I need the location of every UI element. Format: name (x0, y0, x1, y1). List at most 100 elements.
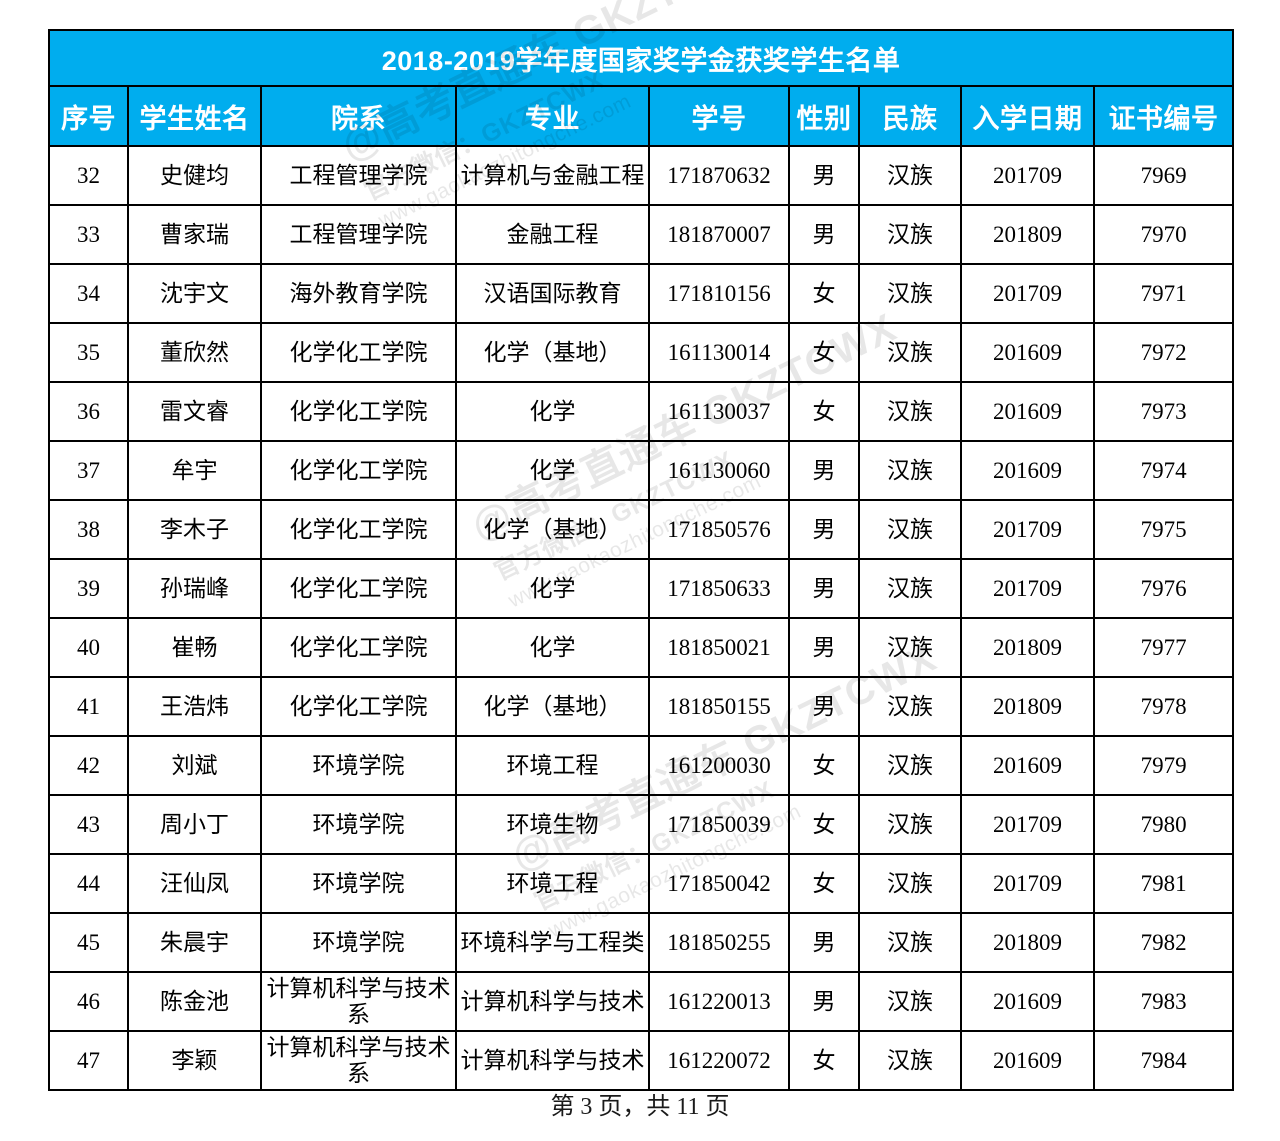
cell-no: 39 (48, 558, 129, 619)
table-row[interactable]: 43 周小丁 环境学院 环境生物 171850039 女汉族 201709 7980 (48, 794, 1235, 855)
table-title-row: 2018-2019学年度国家奖学金获奖学生名单 (47, 29, 1235, 87)
cell-dept: 工程管理学院 (260, 204, 457, 265)
cell-sid: 171810156 (648, 263, 790, 324)
cell-major: 汉语国际教育 (455, 263, 650, 324)
cell-sid: 161200030 (648, 735, 790, 796)
cell-major: 环境工程 (455, 735, 650, 796)
cell-sid: 161220013 (648, 971, 790, 1032)
cell-ethnic: 汉族 (858, 794, 962, 855)
table-row[interactable]: 37 牟宇 化学化工学院 化学 161130060 男汉族 201609 7974 (48, 440, 1235, 501)
cell-dept: 化学化工学院 (260, 499, 457, 560)
cell-gender: 女 (788, 1030, 860, 1091)
table-row[interactable]: 35 董欣然 化学化工学院 化学（基地） 161130014 女汉族 201609 7972 (48, 322, 1235, 383)
cell-no: 41 (48, 676, 129, 737)
cell-no: 42 (48, 735, 129, 796)
cell-cert: 7974 (1092, 440, 1235, 501)
cell-cert: 7984 (1092, 1030, 1235, 1091)
cell-cert: 7972 (1092, 322, 1235, 383)
cell-sid: 171850633 (648, 558, 790, 619)
column-header-name[interactable]: 学生姓名 (127, 85, 262, 147)
cell-dept: 化学化工学院 (260, 381, 457, 442)
cell-cert: 7979 (1092, 735, 1235, 796)
cell-date: 201709 (960, 145, 1095, 206)
table-row[interactable]: 42 刘斌 环境学院 环境工程 161200030 女汉族 201609 7979 (48, 735, 1235, 796)
table-row[interactable]: 38 李木子 化学化工学院 化学（基地） 171850576 男汉族 201709 7975 (48, 499, 1235, 560)
cell-sid: 161130037 (648, 381, 790, 442)
cell-gender: 女 (788, 853, 860, 914)
cell-gender: 女 (788, 322, 860, 383)
cell-dept: 环境学院 (260, 735, 457, 796)
table-row[interactable]: 44 汪仙凤 环境学院 环境工程 171850042 女汉族 201709 7981 (48, 853, 1235, 914)
cell-date: 201709 (960, 263, 1095, 324)
cell-sid: 171850042 (648, 853, 790, 914)
table-row[interactable]: 36 雷文睿 化学化工学院 化学 161130037 女汉族 201609 7973 (48, 381, 1235, 442)
cell-major: 化学 (455, 440, 650, 501)
column-header-dept[interactable]: 院系 (260, 85, 457, 147)
column-header-major[interactable]: 专业 (455, 85, 650, 147)
scholarship-roster-table: 2018-2019学年度国家奖学金获奖学生名单 序号 学生姓名 院系 专业 学号 性别 民族… (47, 29, 1235, 1091)
table-row[interactable]: 40 崔畅 化学化工学院 化学 181850021 男汉族 201809 7977 (48, 617, 1235, 678)
column-header-date[interactable]: 入学日期 (960, 85, 1095, 147)
cell-name: 雷文睿 (127, 381, 262, 442)
cell-ethnic: 汉族 (858, 204, 962, 265)
column-header-sid[interactable]: 学号 (648, 85, 790, 147)
cell-name: 李颖 (127, 1030, 262, 1091)
cell-date: 201809 (960, 617, 1095, 678)
cell-name: 朱晨宇 (127, 912, 262, 973)
table-header-row: 序号 学生姓名 院系 专业 学号 性别 民族 入学日期 证书编号 (48, 85, 1235, 147)
cell-major: 化学（基地） (455, 676, 650, 737)
cell-date: 201609 (960, 440, 1095, 501)
cell-cert: 7969 (1092, 145, 1235, 206)
column-header-gender[interactable]: 性别 (788, 85, 860, 147)
cell-gender: 女 (788, 381, 860, 442)
cell-dept: 海外教育学院 (260, 263, 457, 324)
cell-ethnic: 汉族 (858, 381, 962, 442)
roster-sheet: 2018-2019学年度国家奖学金获奖学生名单 序号 学生姓名 院系 专业 学号 性别 民族… (47, 29, 1235, 1091)
table-row[interactable]: 47 李颖 计算机科学与技术系 计算机科学与技术 161220072 女汉族 201609 7… (48, 1030, 1235, 1091)
cell-cert: 7971 (1092, 263, 1235, 324)
column-header-cert[interactable]: 证书编号 (1092, 85, 1235, 147)
cell-no: 43 (48, 794, 129, 855)
cell-ethnic: 汉族 (858, 145, 962, 206)
cell-gender: 女 (788, 263, 860, 324)
cell-date: 201609 (960, 1030, 1095, 1091)
table-row[interactable]: 34 沈宇文 海外教育学院 汉语国际教育 171810156 女汉族 201709 7971 (48, 263, 1235, 324)
cell-date: 201609 (960, 381, 1095, 442)
table-row[interactable]: 32 史健均 工程管理学院 计算机与金融工程 171870632 男汉族 201709 796… (48, 145, 1235, 206)
cell-name: 李木子 (127, 499, 262, 560)
cell-major: 环境工程 (455, 853, 650, 914)
cell-no: 38 (48, 499, 129, 560)
cell-major: 化学（基地） (455, 322, 650, 383)
column-header-no[interactable]: 序号 (48, 85, 129, 147)
cell-ethnic: 汉族 (858, 971, 962, 1032)
cell-name: 汪仙凤 (127, 853, 262, 914)
cell-dept: 环境学院 (260, 853, 457, 914)
cell-sid: 161220072 (648, 1030, 790, 1091)
page-title: 2018-2019学年度国家奖学金获奖学生名单 (47, 29, 1235, 87)
cell-gender: 男 (788, 971, 860, 1032)
cell-no: 32 (48, 145, 129, 206)
cell-date: 201609 (960, 322, 1095, 383)
table-row[interactable]: 33 曹家瑞 工程管理学院 金融工程 181870007 男汉族 201809 7970 (48, 204, 1235, 265)
cell-name: 沈宇文 (127, 263, 262, 324)
cell-no: 34 (48, 263, 129, 324)
cell-ethnic: 汉族 (858, 676, 962, 737)
cell-cert: 7980 (1092, 794, 1235, 855)
cell-major: 化学 (455, 558, 650, 619)
cell-dept: 化学化工学院 (260, 676, 457, 737)
cell-cert: 7983 (1092, 971, 1235, 1032)
table-row[interactable]: 45 朱晨宇 环境学院 环境科学与工程类 181850255 男汉族 201809 7982 (48, 912, 1235, 973)
cell-sid: 171870632 (648, 145, 790, 206)
table-row[interactable]: 39 孙瑞峰 化学化工学院 化学 171850633 男汉族 201709 7976 (48, 558, 1235, 619)
cell-no: 40 (48, 617, 129, 678)
cell-name: 牟宇 (127, 440, 262, 501)
cell-major: 化学（基地） (455, 499, 650, 560)
cell-gender: 男 (788, 617, 860, 678)
cell-gender: 男 (788, 204, 860, 265)
cell-name: 史健均 (127, 145, 262, 206)
cell-no: 47 (48, 1030, 129, 1091)
cell-sid: 161130060 (648, 440, 790, 501)
column-header-ethnic[interactable]: 民族 (858, 85, 962, 147)
table-row[interactable]: 46 陈金池 计算机科学与技术系 计算机科学与技术 161220013 男汉族 201609… (48, 971, 1235, 1032)
table-row[interactable]: 41 王浩炜 化学化工学院 化学（基地） 181850155 男汉族 201809 7978 (48, 676, 1235, 737)
